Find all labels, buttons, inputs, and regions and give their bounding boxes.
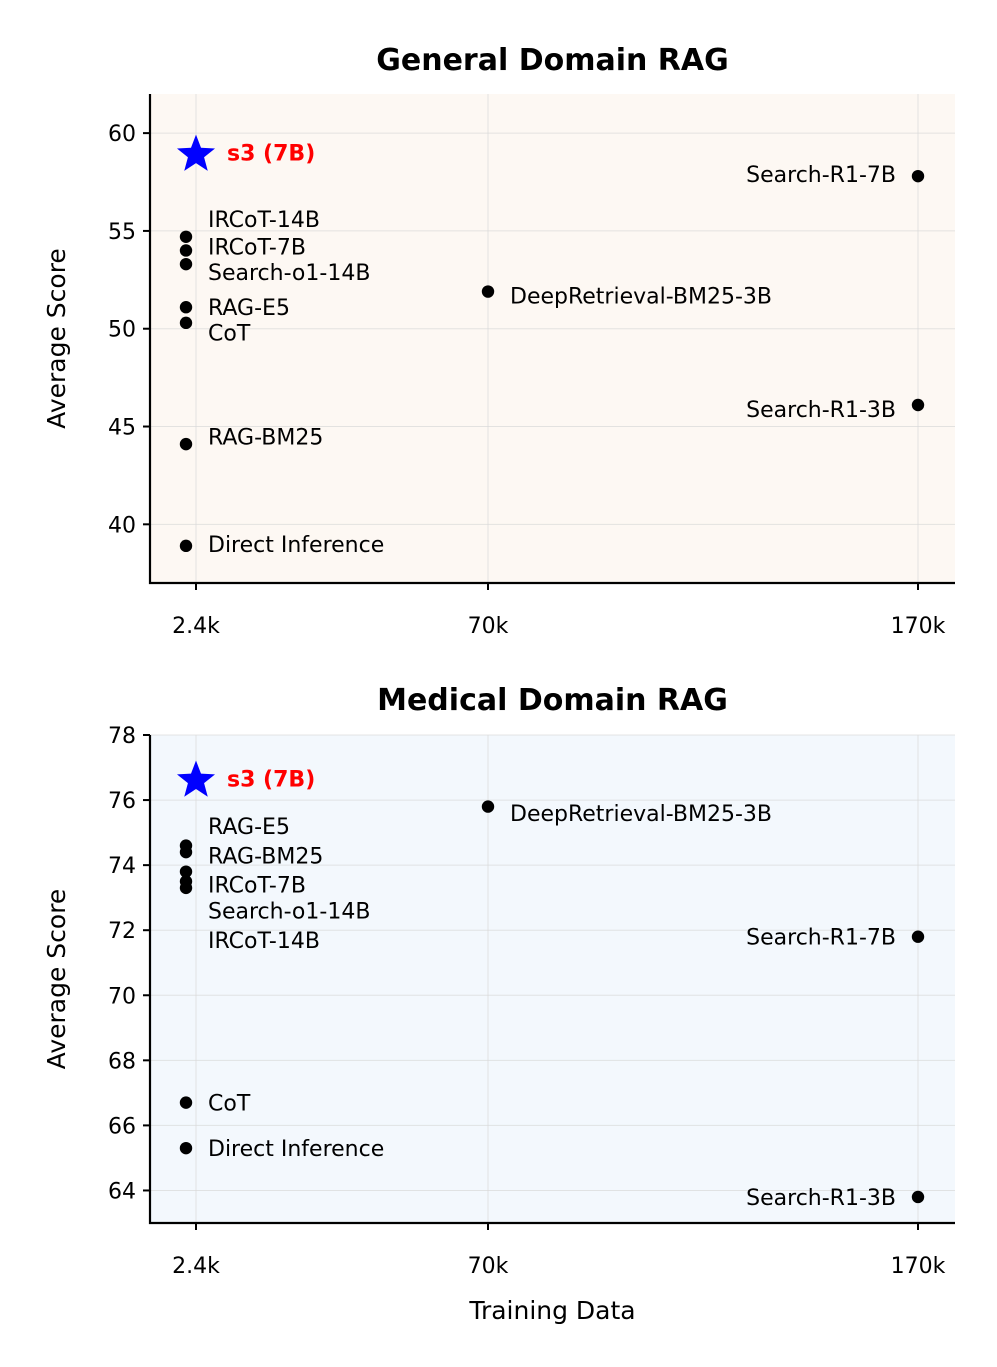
medical-data-point [180, 1096, 192, 1108]
medical-point-label: Search-o1-14B [208, 900, 370, 925]
medical-y-tick-label: 64 [108, 1179, 136, 1204]
medical-y-tick-label: 78 [108, 724, 136, 749]
general-data-point [912, 170, 924, 182]
general-data-point [180, 317, 192, 329]
general-data-point [180, 540, 192, 552]
medical-chart-title: Medical Domain RAG [377, 683, 728, 718]
general-point-label: CoT [208, 322, 251, 347]
medical-y-tick-label: 70 [108, 984, 136, 1009]
general-x-tick-label: 170k [891, 614, 946, 639]
general-point-label: Search-R1-3B [746, 398, 896, 423]
general-y-tick-label: 50 [108, 318, 136, 343]
medical-point-label: IRCoT-14B [208, 929, 320, 954]
medical-point-label: Search-R1-7B [746, 926, 896, 951]
medical-y-tick-label: 68 [108, 1049, 136, 1074]
general-point-label: Search-R1-7B [746, 163, 896, 188]
medical-data-point [482, 800, 494, 812]
general-point-label: RAG-E5 [208, 296, 290, 321]
general-point-label: Direct Inference [208, 533, 384, 558]
general-x-tick-label: 70k [468, 614, 509, 639]
general-data-point [180, 258, 192, 270]
medical-x-tick-label: 70k [468, 1254, 509, 1279]
medical-point-label: Direct Inference [208, 1137, 384, 1162]
medical-data-point [912, 931, 924, 943]
medical-y-axis-label: Average Score [42, 889, 71, 1070]
medical-s3-label: s3 (7B) [227, 768, 315, 793]
general-y-tick-label: 55 [108, 220, 136, 245]
medical-x-axis-label: Training Data [468, 1296, 635, 1325]
general-chart-title: General Domain RAG [376, 43, 729, 78]
general-point-label: Search-o1-14B [208, 261, 370, 286]
general-point-label: DeepRetrieval-BM25-3B [510, 284, 772, 309]
general-y-axis-label: Average Score [42, 248, 71, 429]
medical-y-tick-label: 66 [108, 1114, 136, 1139]
medical-point-label: RAG-BM25 [208, 844, 323, 869]
general-point-label: RAG-BM25 [208, 425, 323, 450]
medical-y-tick-label: 72 [108, 919, 136, 944]
general-point-label: IRCoT-7B [208, 236, 306, 261]
medical-point-label: CoT [208, 1092, 251, 1117]
general-data-point [180, 301, 192, 313]
medical-point-label: DeepRetrieval-BM25-3B [510, 802, 772, 827]
general-s3-label: s3 (7B) [227, 142, 315, 167]
medical-x-tick-label: 170k [891, 1254, 946, 1279]
medical-point-label: Search-R1-3B [746, 1186, 896, 1211]
medical-y-tick-label: 74 [108, 854, 136, 879]
medical-point-label: RAG-E5 [208, 815, 290, 840]
medical-point-label: IRCoT-7B [208, 874, 306, 899]
general-data-point [912, 399, 924, 411]
medical-data-point [180, 1142, 192, 1154]
general-y-tick-label: 40 [108, 513, 136, 538]
medical-x-tick-label: 2.4k [172, 1254, 220, 1279]
general-x-tick-label: 2.4k [172, 614, 220, 639]
general-point-label: IRCoT-14B [208, 208, 320, 233]
general-data-point [180, 244, 192, 256]
medical-data-point [180, 846, 192, 858]
medical-data-point [912, 1191, 924, 1203]
general-y-tick-label: 60 [108, 122, 136, 147]
general-data-point [180, 231, 192, 243]
medical-y-tick-label: 76 [108, 789, 136, 814]
figure: IRCoT-14BIRCoT-7BSearch-o1-14BRAG-E5CoTR… [0, 0, 997, 1367]
general-data-point [482, 285, 494, 297]
medical-data-point [180, 882, 192, 894]
general-y-tick-label: 45 [108, 416, 136, 441]
general-data-point [180, 438, 192, 450]
general-domain-chart: IRCoT-14B IRCoT-7BSearch-o1-14B RAG-E5CoT R… [42, 43, 955, 639]
